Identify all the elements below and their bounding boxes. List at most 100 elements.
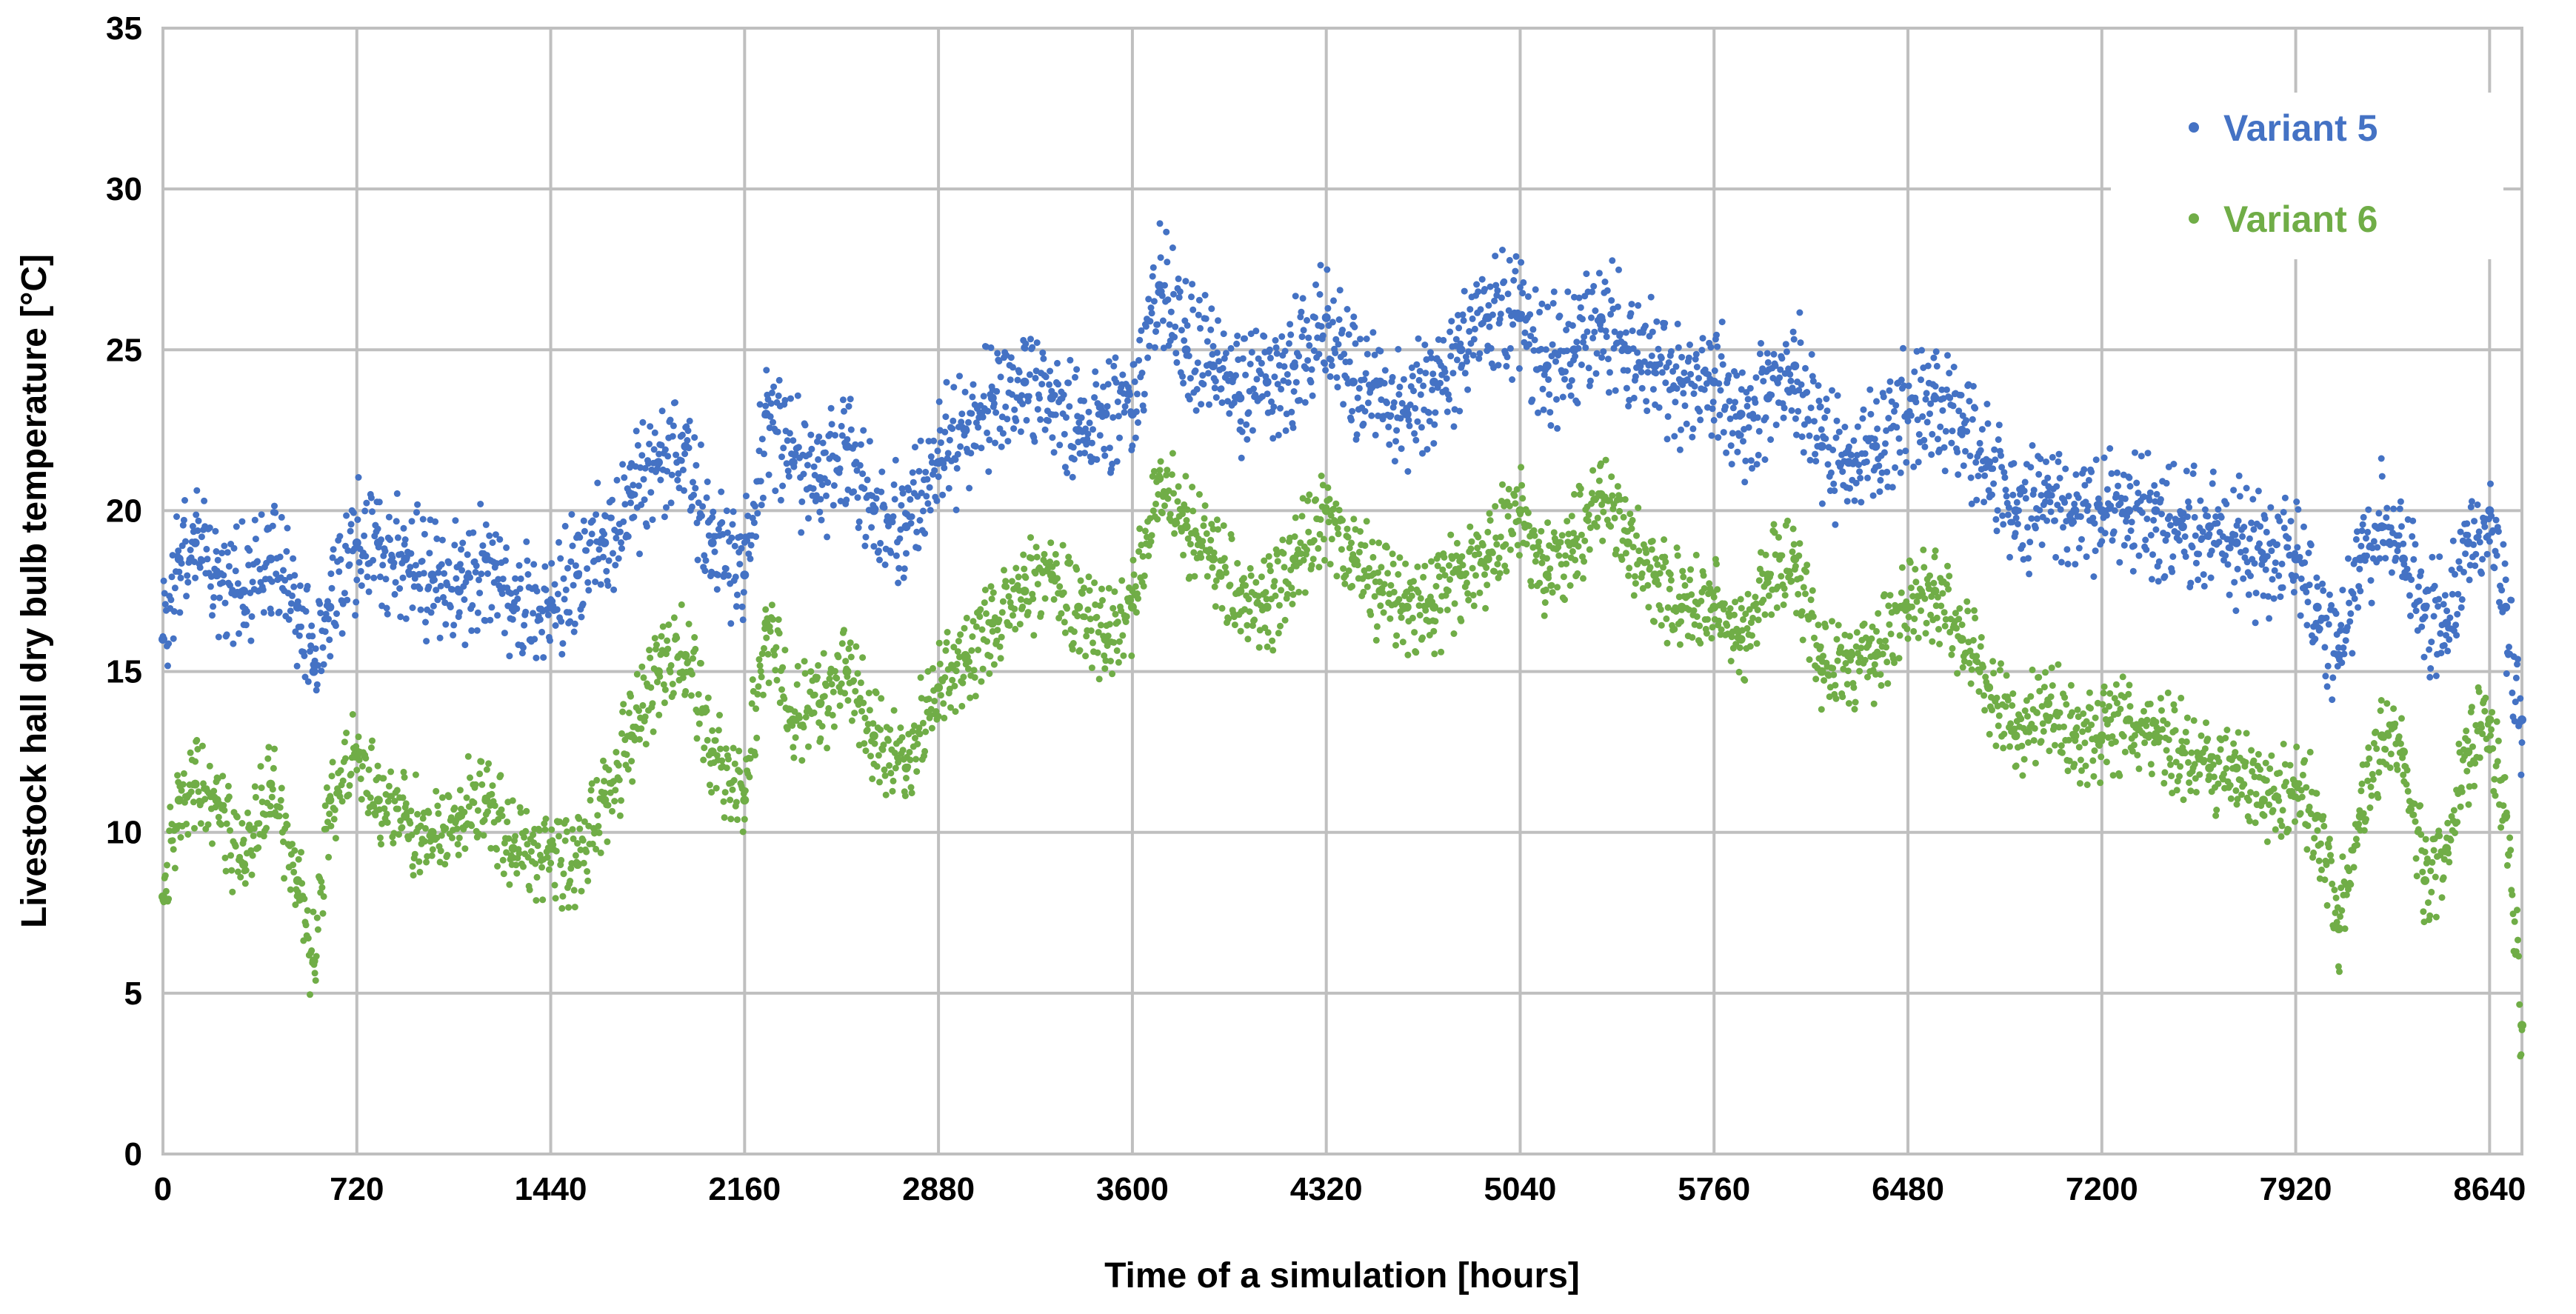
data-point — [1034, 581, 1041, 588]
data-point — [1084, 436, 1091, 443]
data-point — [2121, 495, 2129, 502]
data-point — [461, 596, 468, 603]
data-point — [1299, 295, 1307, 302]
data-point — [2207, 574, 2215, 581]
data-point — [1506, 546, 1514, 553]
data-point — [1328, 362, 1335, 370]
data-point — [324, 598, 331, 605]
data-point — [2303, 621, 2311, 629]
data-point — [1345, 567, 1352, 574]
data-point — [615, 555, 622, 562]
data-point — [2034, 515, 2041, 522]
data-point — [2028, 515, 2035, 522]
data-point — [1441, 572, 1449, 579]
data-point — [503, 849, 510, 856]
data-point — [1064, 469, 1071, 476]
data-point — [1304, 317, 1310, 324]
data-point — [1310, 347, 1318, 354]
data-point — [1348, 416, 1355, 424]
data-point — [583, 848, 590, 856]
data-point — [1257, 370, 1264, 377]
data-point — [2043, 458, 2049, 465]
data-point — [915, 724, 923, 732]
data-point — [1481, 286, 1488, 293]
data-point — [661, 446, 669, 453]
data-point — [1054, 575, 1061, 582]
data-point — [548, 826, 555, 833]
data-point — [367, 744, 375, 751]
data-point — [630, 513, 638, 521]
data-point — [1349, 551, 1357, 558]
data-point — [1632, 373, 1639, 380]
data-point — [713, 586, 721, 593]
data-point — [1609, 492, 1616, 499]
data-point — [505, 835, 513, 842]
data-point — [1400, 376, 1407, 383]
data-point — [271, 502, 278, 510]
data-point — [2440, 601, 2447, 608]
data-point — [414, 501, 421, 508]
data-point — [690, 491, 698, 498]
data-point — [790, 744, 797, 751]
data-point — [899, 490, 907, 497]
data-point — [1506, 344, 1514, 352]
data-point — [1464, 579, 1470, 587]
data-point — [2200, 571, 2207, 578]
data-point — [1266, 562, 1273, 570]
data-point — [1809, 373, 1816, 380]
data-point — [613, 476, 621, 484]
data-point — [660, 681, 667, 688]
data-point — [2153, 490, 2160, 498]
data-point — [895, 756, 903, 763]
data-point — [237, 873, 244, 881]
data-point — [1901, 382, 1908, 390]
data-point — [2265, 593, 2272, 600]
data-point — [2261, 515, 2269, 522]
data-point — [2195, 550, 2203, 558]
data-point — [1832, 521, 1839, 528]
data-point — [2055, 458, 2062, 465]
data-point — [1346, 358, 1353, 365]
data-point — [456, 561, 464, 568]
data-point — [2472, 562, 2479, 570]
data-point — [866, 438, 873, 445]
data-point — [333, 610, 340, 617]
data-point — [416, 858, 423, 865]
data-point — [215, 633, 222, 641]
data-point — [1960, 462, 1967, 470]
data-point — [983, 610, 990, 617]
data-point — [533, 873, 541, 881]
data-point — [679, 467, 687, 473]
data-point — [2383, 514, 2390, 521]
data-point — [1054, 359, 1061, 367]
data-point — [1135, 548, 1143, 556]
data-point — [347, 521, 355, 528]
data-point — [1806, 456, 1814, 464]
data-point — [2352, 556, 2359, 564]
data-point — [740, 589, 747, 596]
data-point — [1938, 386, 1946, 393]
data-point — [722, 745, 730, 753]
data-point — [233, 523, 240, 530]
data-point — [735, 747, 743, 755]
data-point — [892, 456, 899, 464]
data-point — [1475, 533, 1482, 541]
data-point — [1046, 381, 1053, 388]
data-point — [2316, 625, 2323, 633]
data-point — [1875, 462, 1883, 470]
data-point — [1324, 484, 1332, 491]
data-point — [1755, 451, 1762, 458]
data-point — [718, 518, 726, 526]
data-point — [1030, 632, 1038, 639]
data-point — [1206, 554, 1212, 561]
data-point — [1166, 321, 1173, 328]
data-point — [341, 738, 348, 746]
data-point — [478, 781, 486, 788]
data-point — [1284, 590, 1291, 598]
data-point — [761, 644, 767, 652]
data-point — [655, 711, 663, 718]
data-point — [768, 389, 775, 396]
data-point — [2489, 527, 2497, 534]
data-point — [1585, 511, 1592, 518]
data-point — [916, 730, 924, 738]
